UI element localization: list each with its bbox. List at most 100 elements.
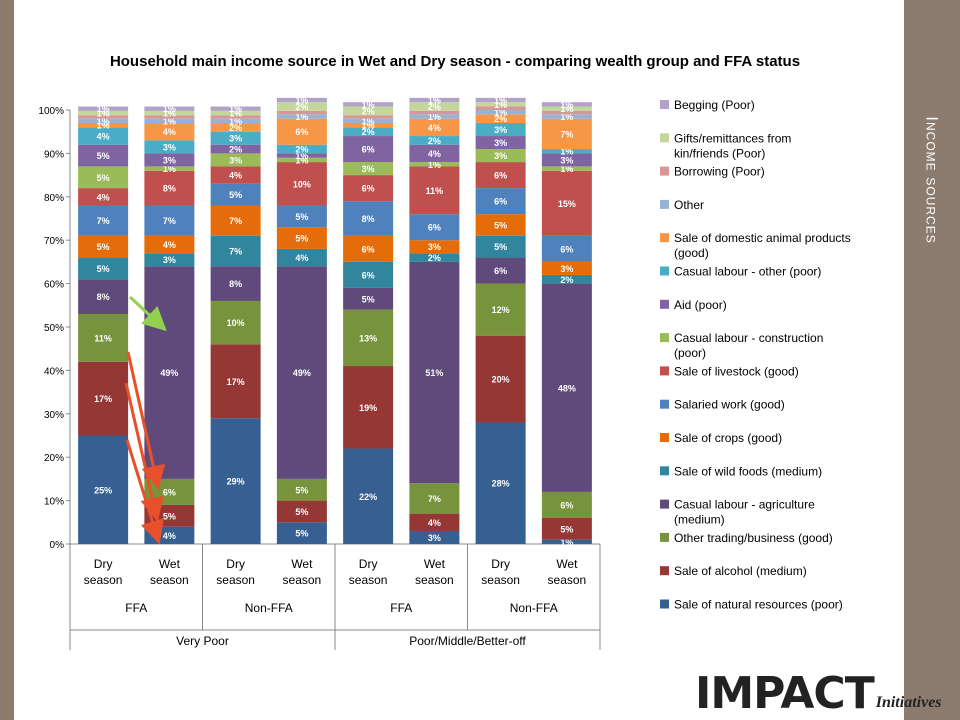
bar-segment bbox=[343, 106, 394, 116]
data-label: 1% bbox=[560, 112, 573, 122]
bar-segment bbox=[78, 257, 129, 280]
bar-segment bbox=[343, 448, 394, 544]
bar-segment bbox=[343, 366, 394, 449]
data-label: 1% bbox=[97, 109, 110, 119]
data-label: 22% bbox=[359, 492, 377, 502]
data-label: 4% bbox=[97, 132, 110, 142]
bar-segment bbox=[541, 102, 592, 107]
legend-label: Casual labour - agriculture (medium) bbox=[674, 498, 815, 527]
bar-segment bbox=[475, 123, 526, 137]
x-category-label: Wet season bbox=[283, 557, 322, 587]
bar-segment bbox=[144, 118, 195, 124]
data-label: 1% bbox=[560, 100, 573, 110]
y-tick-label: 10% bbox=[44, 497, 64, 508]
bar-segment bbox=[144, 166, 195, 171]
bar-segment bbox=[475, 114, 526, 124]
bar-segment bbox=[276, 266, 327, 479]
legend-label: Gifts/remittances from kin/friends (Poor) bbox=[674, 131, 791, 160]
data-label: 17% bbox=[94, 394, 112, 404]
bar-segment bbox=[276, 157, 327, 163]
data-label: 10% bbox=[293, 179, 311, 189]
bar-segment bbox=[276, 144, 327, 154]
data-label: 6% bbox=[494, 266, 507, 276]
data-label: 4% bbox=[163, 531, 176, 541]
data-label: 5% bbox=[560, 524, 573, 534]
data-label: 8% bbox=[163, 184, 176, 194]
bar-segment bbox=[210, 166, 261, 184]
data-label: 6% bbox=[362, 270, 375, 280]
data-label: 1% bbox=[494, 100, 507, 110]
data-label: 2% bbox=[362, 127, 375, 137]
bar-segment bbox=[343, 123, 394, 128]
data-label: 5% bbox=[163, 511, 176, 521]
bar-segment bbox=[276, 478, 327, 501]
group-label-wealth: Poor/Middle/Better-off bbox=[409, 634, 526, 648]
data-label: 2% bbox=[229, 145, 242, 155]
data-label: 13% bbox=[359, 333, 377, 343]
x-category-label: Wet season bbox=[150, 557, 189, 587]
bar-segment bbox=[541, 274, 592, 284]
data-label: 1% bbox=[295, 151, 308, 161]
bar-segment bbox=[210, 300, 261, 345]
data-label: 7% bbox=[229, 247, 242, 257]
legend-label: Aid (poor) bbox=[674, 298, 727, 312]
legend-swatch bbox=[660, 399, 669, 409]
group-label-ffa-status: Non-FFA bbox=[245, 601, 293, 615]
bar-segment bbox=[144, 140, 195, 154]
bar-segment bbox=[78, 118, 129, 124]
bar-segment bbox=[475, 162, 526, 189]
bar-segment bbox=[541, 153, 592, 167]
legend-label: Casual labour - construction (poor) bbox=[674, 331, 823, 360]
bar-segment bbox=[144, 205, 195, 236]
data-label: 49% bbox=[160, 368, 178, 378]
data-label: 15% bbox=[558, 199, 576, 209]
data-label: 3% bbox=[560, 264, 573, 274]
legend-swatch bbox=[660, 366, 669, 376]
data-label: 7% bbox=[560, 129, 573, 139]
bar-segment bbox=[475, 235, 526, 258]
data-label: 7% bbox=[428, 494, 441, 504]
bar-segment bbox=[409, 118, 460, 137]
data-label: 5% bbox=[362, 294, 375, 304]
data-label: 1% bbox=[295, 96, 308, 106]
x-category-label: Dry season bbox=[216, 557, 255, 587]
bar-segment bbox=[409, 166, 460, 215]
data-label: 5% bbox=[97, 242, 110, 252]
legend-label: Sale of crops (good) bbox=[674, 431, 782, 445]
data-label: 11% bbox=[426, 186, 444, 196]
bar-segment bbox=[475, 214, 526, 236]
data-label: 6% bbox=[560, 244, 573, 254]
bar-segment bbox=[210, 183, 261, 206]
bar-segment bbox=[78, 123, 129, 128]
legend-label: Other bbox=[674, 198, 704, 212]
bar-segment bbox=[409, 110, 460, 115]
bar-segment bbox=[78, 127, 129, 145]
bar-segment bbox=[210, 115, 261, 119]
bar-segment bbox=[409, 530, 460, 544]
bar-segment bbox=[409, 102, 460, 111]
bar-segment bbox=[343, 115, 394, 119]
data-label: 1% bbox=[560, 147, 573, 157]
y-tick-label: 100% bbox=[38, 106, 64, 117]
bar-segment bbox=[144, 235, 195, 254]
bar-segment bbox=[276, 248, 327, 267]
bar-segment bbox=[475, 422, 526, 544]
data-label: 4% bbox=[428, 518, 441, 528]
data-label: 3% bbox=[494, 138, 507, 148]
data-label: 3% bbox=[494, 151, 507, 161]
data-label: 3% bbox=[229, 134, 242, 144]
bar-segment bbox=[276, 118, 327, 145]
stacked-bar-chart: Household main income source in Wet and … bbox=[38, 53, 851, 650]
bar-segment bbox=[144, 153, 195, 167]
data-label: 3% bbox=[428, 242, 441, 252]
data-label: 8% bbox=[362, 214, 375, 224]
bar-segment bbox=[276, 500, 327, 523]
data-label: 1% bbox=[97, 104, 110, 114]
legend-swatch bbox=[660, 100, 669, 109]
bar-segment bbox=[210, 344, 261, 419]
legend-swatch bbox=[660, 233, 669, 243]
legend-swatch bbox=[660, 333, 669, 343]
legend-swatch bbox=[660, 499, 669, 509]
data-label: 2% bbox=[494, 114, 507, 124]
bar-segment bbox=[409, 483, 460, 514]
